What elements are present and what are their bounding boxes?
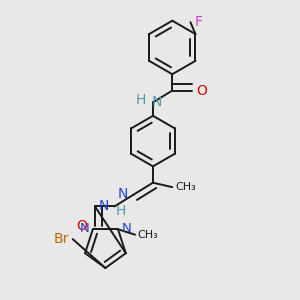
Text: H: H (135, 93, 146, 107)
Text: H: H (116, 204, 126, 218)
Text: N: N (80, 222, 89, 235)
Text: F: F (195, 15, 203, 29)
Text: O: O (77, 219, 88, 233)
Text: Br: Br (54, 232, 69, 246)
Text: O: O (196, 84, 207, 98)
Text: CH₃: CH₃ (137, 230, 158, 240)
Text: N: N (152, 95, 162, 110)
Text: N: N (118, 187, 128, 201)
Text: CH₃: CH₃ (175, 182, 196, 192)
Text: N: N (122, 222, 131, 235)
Text: N: N (99, 199, 109, 213)
